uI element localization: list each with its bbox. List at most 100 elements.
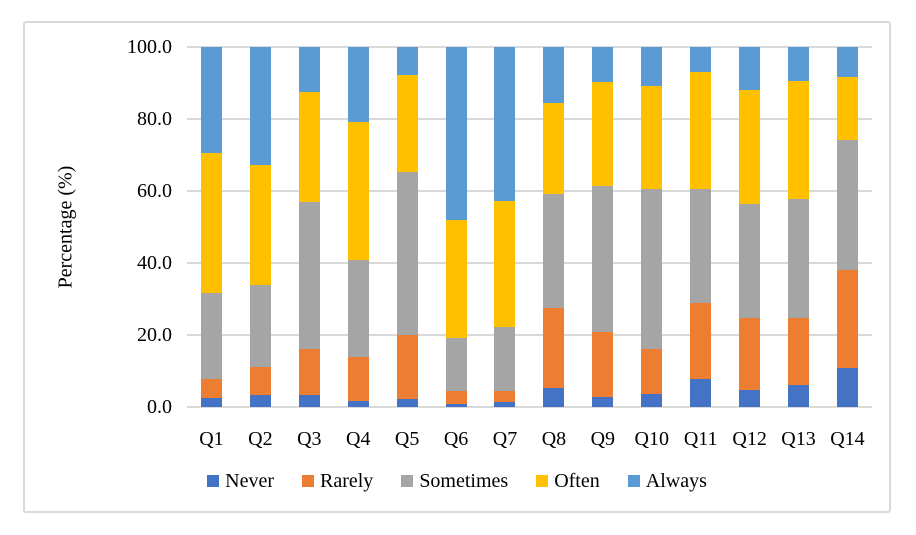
bar-segment-sometimes bbox=[347, 259, 369, 357]
bar-stack bbox=[298, 47, 320, 407]
legend-item-never: Never bbox=[207, 469, 274, 493]
bar-column-q10 bbox=[627, 47, 676, 407]
bar-segment-always bbox=[592, 47, 614, 83]
bar-segment-often bbox=[445, 219, 467, 338]
bar-segment-rarely bbox=[200, 378, 222, 399]
bar-segment-rarely bbox=[298, 349, 320, 396]
x-tick-label: Q7 bbox=[492, 428, 518, 450]
bar-stack bbox=[347, 47, 369, 407]
bar-segment-sometimes bbox=[298, 202, 320, 350]
bar-segment-rarely bbox=[690, 302, 712, 379]
bar-segment-always bbox=[739, 47, 761, 90]
y-tick-label: 80.0 bbox=[137, 108, 172, 130]
bar-segment-sometimes bbox=[445, 337, 467, 391]
bar-stack bbox=[494, 47, 516, 407]
legend-swatch-never bbox=[207, 475, 220, 487]
gridline bbox=[187, 118, 872, 120]
gridline bbox=[187, 262, 872, 264]
bar-stack bbox=[200, 47, 222, 407]
bar-column-q5 bbox=[383, 47, 432, 407]
bar-column-q7 bbox=[481, 47, 530, 407]
bar-stack bbox=[445, 47, 467, 407]
bar-segment-often bbox=[543, 102, 565, 195]
bar-stack bbox=[592, 47, 614, 407]
legend-item-rarely: Rarely bbox=[302, 469, 373, 493]
x-tick-label: Q8 bbox=[541, 428, 567, 450]
bar-column-q1 bbox=[187, 47, 236, 407]
bar-segment-never bbox=[494, 401, 516, 407]
bar-segment-often bbox=[249, 165, 271, 285]
bar-segment-often bbox=[690, 71, 712, 190]
bar-segment-always bbox=[298, 47, 320, 92]
x-tick-label: Q10 bbox=[634, 428, 669, 450]
bar-segment-never bbox=[298, 395, 320, 407]
gridline bbox=[187, 334, 872, 336]
legend-label: Rarely bbox=[320, 470, 374, 492]
bar-segment-rarely bbox=[249, 366, 271, 395]
bar-segment-often bbox=[347, 122, 369, 260]
bar-segment-always bbox=[200, 47, 222, 153]
bar-segment-always bbox=[641, 47, 663, 87]
bar-segment-always bbox=[249, 47, 271, 166]
bars bbox=[187, 47, 872, 407]
legend-item-sometimes: Sometimes bbox=[401, 469, 508, 493]
legend-item-always: Always bbox=[627, 469, 707, 493]
bar-segment-rarely bbox=[543, 308, 565, 389]
bar-segment-often bbox=[592, 82, 614, 186]
bar-column-q6 bbox=[432, 47, 481, 407]
x-tick-label: Q4 bbox=[346, 428, 371, 450]
bar-segment-never bbox=[592, 396, 614, 407]
bar-segment-never bbox=[200, 398, 222, 407]
bar-segment-sometimes bbox=[690, 189, 712, 303]
bar-segment-often bbox=[788, 80, 810, 199]
plot-area bbox=[187, 46, 872, 408]
bar-segment-sometimes bbox=[396, 171, 418, 336]
bar-segment-often bbox=[739, 89, 761, 204]
bar-column-q4 bbox=[334, 47, 383, 407]
x-tick-label: Q13 bbox=[781, 428, 816, 450]
gridline bbox=[187, 406, 872, 408]
bar-segment-always bbox=[543, 47, 565, 103]
bar-segment-always bbox=[445, 47, 467, 220]
bar-segment-always bbox=[690, 47, 712, 72]
bar-column-q12 bbox=[725, 47, 774, 407]
x-tick-label: Q3 bbox=[297, 428, 322, 450]
y-tick-label: 20.0 bbox=[137, 324, 172, 346]
bar-segment-never bbox=[836, 368, 858, 407]
bar-segment-rarely bbox=[641, 349, 663, 394]
bar-column-q3 bbox=[285, 47, 334, 407]
legend-label: Always bbox=[645, 470, 707, 492]
bar-segment-rarely bbox=[445, 390, 467, 405]
bar-segment-often bbox=[494, 201, 516, 328]
bar-segment-always bbox=[836, 47, 858, 77]
x-tick-label: Q6 bbox=[443, 428, 469, 450]
bar-column-q13 bbox=[774, 47, 823, 407]
bar-segment-never bbox=[739, 389, 761, 407]
y-tick-label: 100.0 bbox=[127, 36, 172, 58]
bar-segment-often bbox=[641, 86, 663, 190]
y-tick-label: 40.0 bbox=[137, 252, 172, 274]
legend-label: Sometimes bbox=[419, 470, 509, 492]
bar-column-q9 bbox=[578, 47, 627, 407]
legend-label: Often bbox=[554, 470, 600, 492]
legend-swatch-often bbox=[536, 475, 549, 487]
bar-stack bbox=[836, 47, 858, 407]
bar-stack bbox=[739, 47, 761, 407]
x-tick-label: Q14 bbox=[830, 428, 865, 450]
bar-column-q11 bbox=[676, 47, 725, 407]
bar-segment-rarely bbox=[347, 356, 369, 401]
bar-segment-never bbox=[543, 388, 565, 407]
y-tick-label: 0.0 bbox=[147, 396, 172, 418]
bar-segment-sometimes bbox=[592, 185, 614, 333]
bar-segment-rarely bbox=[396, 335, 418, 399]
bar-segment-sometimes bbox=[200, 292, 222, 379]
bar-segment-never bbox=[396, 398, 418, 407]
bar-segment-always bbox=[788, 47, 810, 81]
bar-segment-always bbox=[396, 47, 418, 75]
y-tick-label: 60.0 bbox=[137, 180, 172, 202]
legend-swatch-sometimes bbox=[401, 475, 414, 487]
x-tick-label: Q9 bbox=[590, 428, 616, 450]
x-tick-label: Q5 bbox=[394, 428, 420, 450]
bar-segment-sometimes bbox=[543, 194, 565, 309]
bar-stack bbox=[788, 47, 810, 407]
